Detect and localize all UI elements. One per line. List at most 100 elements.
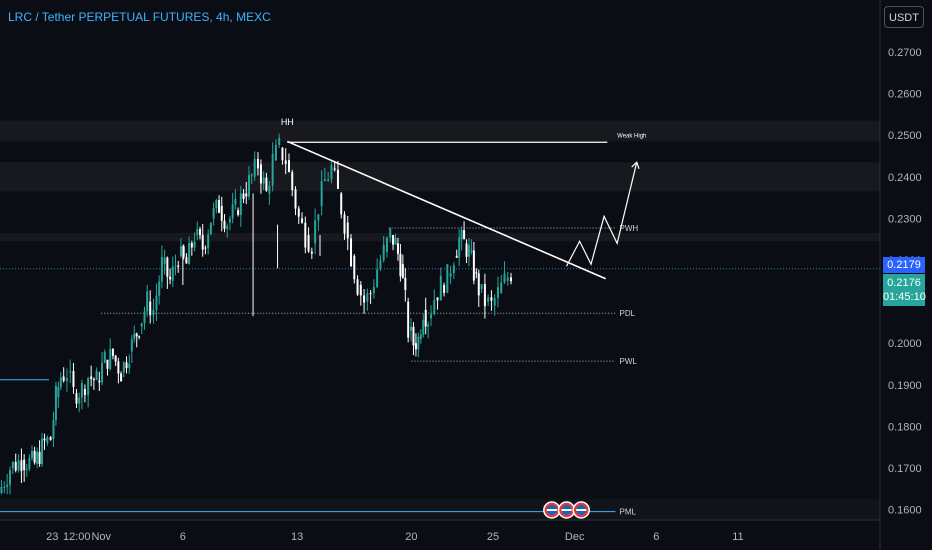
candle-body [196,229,199,236]
candle-body [414,343,417,350]
candle-body [356,279,359,295]
candle-body [17,460,20,471]
candle-body [75,393,78,404]
range-shade-zone [0,499,880,520]
candle-body [265,177,268,191]
candle-body [343,214,346,234]
candle-body [109,348,112,369]
candle-body [20,460,23,471]
candle-body [174,265,177,267]
currency-button[interactable]: USDT [884,6,924,28]
candle-body [152,309,155,316]
candle-body [190,242,193,248]
candle-body [52,420,55,439]
candle-body [465,243,468,257]
candle-body [496,287,499,298]
x-tick-label: 12:00 [63,531,91,543]
candle-body [49,437,52,441]
projection-arrowhead [631,161,640,170]
x-tick-label: 6 [180,531,186,543]
candle-body [223,220,226,229]
y-tick-label: 0.2000 [888,338,922,350]
candle-body [412,326,415,346]
candle-body [41,438,44,464]
candle-body [171,266,174,281]
candle-body [28,457,31,470]
candle-body [359,284,362,296]
current-price-badge: 0.2176 01:45:10 [883,274,926,306]
candle-body [106,359,109,369]
candle-body [327,179,330,181]
candle-body [366,293,369,302]
candle-body [25,469,28,471]
range-shade-zone [0,120,880,142]
x-tick-label: 20 [405,531,417,543]
candle-body [477,273,480,296]
y-tick-label: 0.2600 [888,89,922,101]
candle-body [23,459,26,470]
candle-body [122,362,125,373]
candle-body [125,362,128,369]
range-shade-zone [0,183,880,192]
candle-body [166,257,169,277]
candle-body [226,226,229,229]
candle-body [133,333,136,340]
candle-body [33,450,36,463]
candle-body [163,257,166,265]
candle-body [80,383,83,398]
candle-body [114,355,117,362]
candle-body [294,189,297,209]
candle-body [317,214,320,221]
candle-body [493,297,496,306]
candle-body [480,284,483,290]
level-label: PWL [620,357,638,366]
bar-countdown: 01:45:10 [883,291,926,303]
candle-body [379,260,382,269]
candle-body [470,250,473,252]
y-tick-label: 0.1900 [888,380,922,392]
candle-body [376,269,379,287]
candle-body [287,160,290,172]
candle-body [234,198,237,205]
annotation-label: Weak High [617,133,646,139]
candle-body [278,137,281,145]
candle-body [363,295,366,303]
candle-body [245,193,248,197]
candle-body [256,159,259,169]
candle-body [46,437,49,444]
candle-body [503,273,506,283]
candle-body [0,486,3,493]
candle-body [239,193,242,215]
x-tick-label: 11 [732,531,743,543]
candle-body [419,334,422,340]
event-flag-stripe [546,509,557,511]
candle-body [323,179,326,182]
candle-body [72,371,75,387]
candle-body [274,144,277,161]
candle-body [117,361,120,374]
last-price-badge: 0.2179 [883,257,925,273]
y-tick-label: 0.1800 [888,421,922,433]
candle-body [155,295,158,310]
candle-body [394,237,397,245]
y-tick-label: 0.2700 [888,47,922,59]
candle-body [268,185,271,194]
candle-body [281,147,284,161]
candle-body [57,386,60,398]
candle-body [336,169,339,189]
candle-body [340,193,343,215]
candle-body [193,241,196,248]
candle-body [443,284,446,293]
candle-body [382,244,385,261]
candle-body [98,380,101,383]
range-shade-zone [0,162,880,184]
candle-body [199,229,201,236]
candle-body [490,297,493,301]
candle-body [160,256,163,282]
candle-body [401,264,404,278]
candle-body [62,376,65,381]
candle-body [417,336,420,350]
candle-body [500,282,503,294]
